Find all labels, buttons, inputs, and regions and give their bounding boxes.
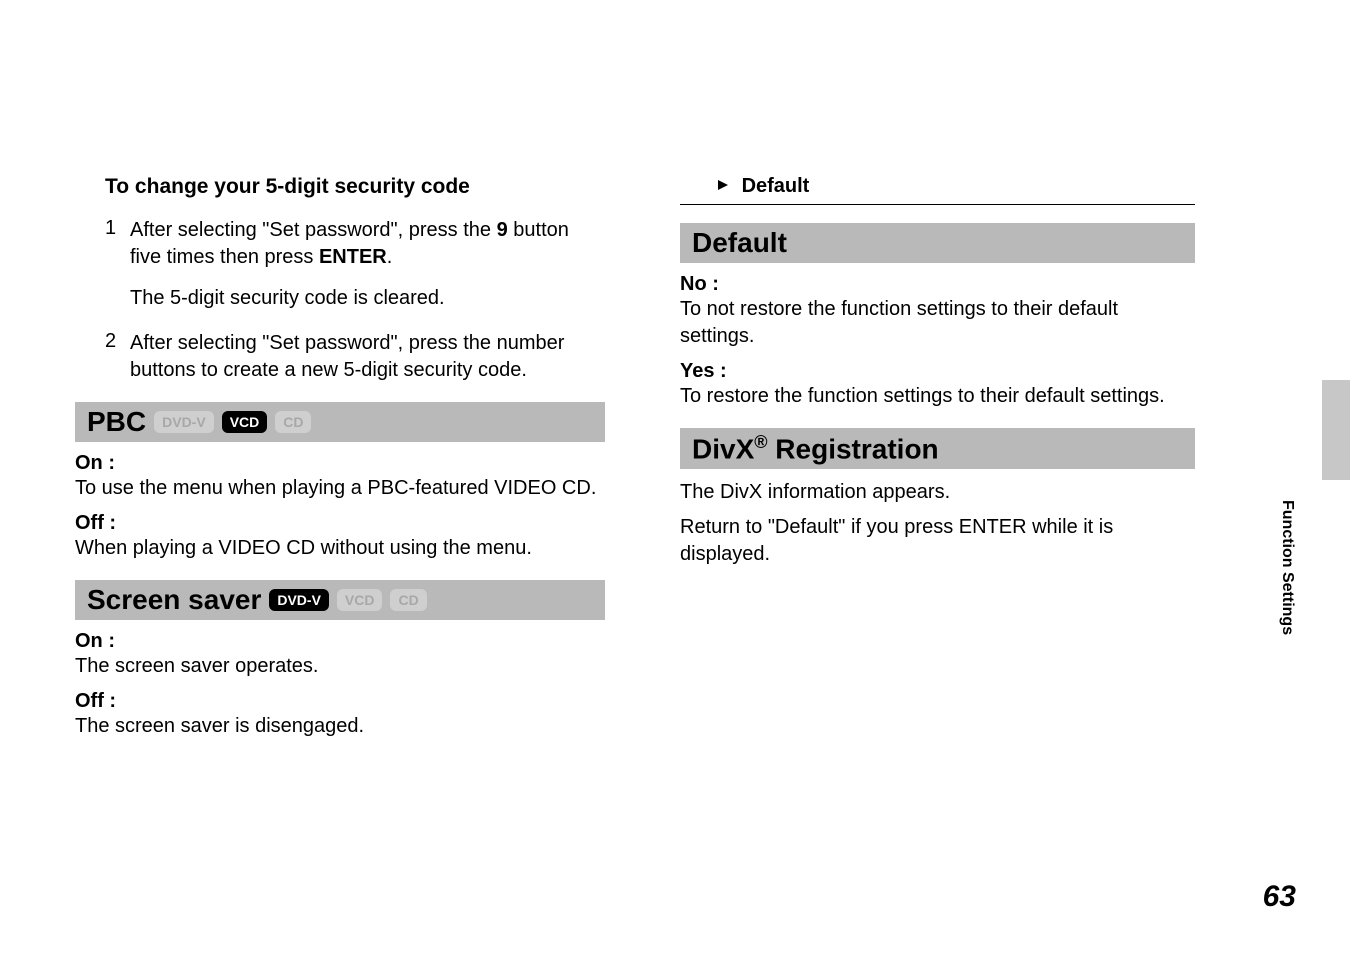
left-column: To change your 5-digit security code 1 A… — [75, 175, 605, 748]
default-no-label: No : — [680, 273, 1195, 296]
divx-section-bar: DivX® Registration — [680, 428, 1195, 469]
badge-cd-inactive: CD — [390, 589, 426, 611]
step-number: 1 — [105, 217, 130, 271]
manual-page: To change your 5-digit security code 1 A… — [0, 0, 1350, 954]
text-fragment: . — [387, 246, 393, 268]
step-1-result: The 5-digit security code is cleared. — [75, 285, 605, 312]
divx-line2: Return to "Default" if you press ENTER w… — [680, 514, 1195, 568]
step-2: 2 After selecting "Set password", press … — [75, 330, 605, 384]
step-text: After selecting "Set password", press th… — [130, 217, 605, 271]
key-9: 9 — [497, 219, 508, 241]
default-title: Default — [692, 227, 787, 259]
breadcrumb-sep-icon — [716, 175, 730, 198]
text-fragment: After selecting "Set password", press th… — [130, 219, 497, 241]
pbc-on-label: On : — [75, 452, 605, 475]
pbc-on-text: To use the menu when playing a PBC-featu… — [75, 475, 605, 502]
divx-line1: The DivX information appears. — [680, 479, 1195, 506]
divx-title: DivX® Registration — [692, 432, 939, 465]
step-number: 2 — [105, 330, 130, 384]
page-number: 63 — [1263, 880, 1296, 914]
badge-vcd-active: VCD — [222, 411, 268, 433]
step-text: After selecting "Set password", press th… — [130, 330, 605, 384]
key-enter: ENTER — [319, 246, 387, 268]
right-column: Default Default No : To not restore the … — [680, 175, 1195, 576]
side-tab — [1322, 380, 1350, 480]
pbc-section-bar: PBC DVD-V VCD CD — [75, 402, 605, 442]
badge-dvdv-active: DVD-V — [269, 589, 329, 611]
screensaver-section-bar: Screen saver DVD-V VCD CD — [75, 580, 605, 620]
badge-cd-inactive: CD — [275, 411, 311, 433]
screensaver-on-text: The screen saver operates. — [75, 653, 605, 680]
badge-vcd-inactive: VCD — [337, 589, 383, 611]
divx-reg-mark: ® — [754, 432, 767, 452]
breadcrumb: Default — [680, 175, 1195, 198]
screensaver-off-text: The screen saver is disengaged. — [75, 713, 605, 740]
screensaver-title: Screen saver — [87, 584, 261, 616]
default-yes-text: To restore the function settings to thei… — [680, 383, 1195, 410]
side-section-label: Function Settings — [1278, 500, 1296, 635]
divx-title-a: DivX — [692, 433, 754, 464]
pbc-off-label: Off : — [75, 512, 605, 535]
badge-dvdv-inactive: DVD-V — [154, 411, 214, 433]
pbc-off-text: When playing a VIDEO CD without using th… — [75, 535, 605, 562]
default-yes-label: Yes : — [680, 360, 1195, 383]
breadcrumb-current: Default — [742, 175, 810, 197]
security-code-heading: To change your 5-digit security code — [75, 175, 605, 199]
screensaver-on-label: On : — [75, 630, 605, 653]
screensaver-off-label: Off : — [75, 690, 605, 713]
pbc-title: PBC — [87, 406, 146, 438]
default-section-bar: Default — [680, 223, 1195, 263]
divx-title-b: Registration — [768, 433, 939, 464]
default-no-text: To not restore the function settings to … — [680, 296, 1195, 350]
step-1: 1 After selecting "Set password", press … — [75, 217, 605, 271]
divider — [680, 204, 1195, 205]
